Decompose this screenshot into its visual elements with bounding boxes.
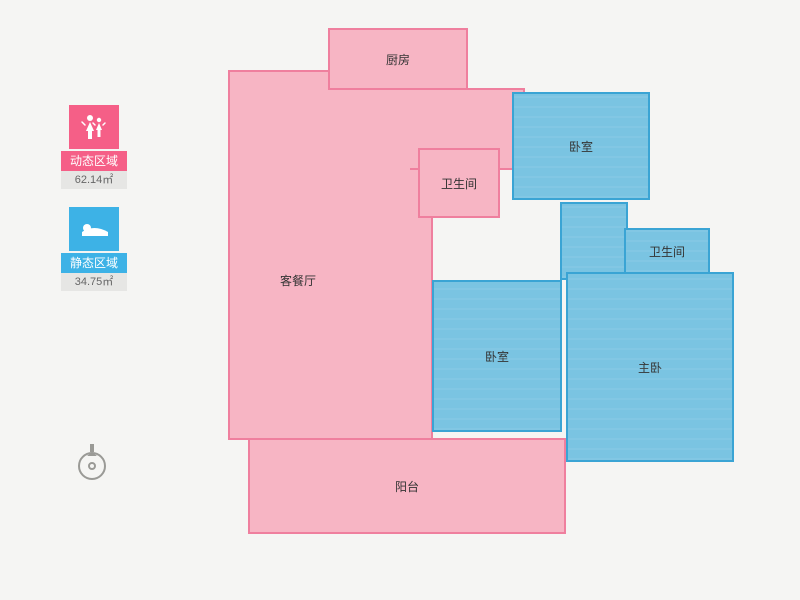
room-wc2: 卫生间 [624, 228, 710, 274]
legend-static-label: 静态区域 [61, 253, 127, 273]
room-master: 主卧 [566, 272, 734, 462]
sleep-icon [69, 207, 119, 251]
room-master-annex [560, 202, 628, 280]
room-label: 卧室 [485, 348, 509, 365]
compass-icon [72, 440, 112, 489]
legend-dynamic: 动态区域 62.14㎡ [60, 105, 128, 189]
room-label: 卫生间 [441, 175, 477, 192]
legend-static: 静态区域 34.75㎡ [60, 207, 128, 291]
legend-static-value: 34.75㎡ [61, 273, 127, 291]
room-bedroom1: 卧室 [512, 92, 650, 200]
legend-dynamic-value: 62.14㎡ [61, 171, 127, 189]
room-label: 主卧 [638, 359, 662, 376]
legend: 动态区域 62.14㎡ 静态区域 34.75㎡ [60, 105, 128, 309]
room-label: 厨房 [386, 51, 410, 68]
room-living: 客餐厅 [228, 70, 433, 440]
legend-dynamic-label: 动态区域 [61, 151, 127, 171]
room-label: 阳台 [395, 478, 419, 495]
room-label: 卫生间 [649, 243, 685, 260]
room-bedroom2: 卧室 [432, 280, 562, 432]
room-wc1: 卫生间 [418, 148, 500, 218]
room-label: 卧室 [569, 138, 593, 155]
room-balcony: 阳台 [248, 438, 566, 534]
people-icon [69, 105, 119, 149]
floorplan: 客餐厅 厨房 卫生间 阳台 卧室 卧室 卫生间 主卧 [200, 20, 760, 580]
room-kitchen: 厨房 [328, 28, 468, 90]
room-label: 客餐厅 [280, 272, 316, 289]
